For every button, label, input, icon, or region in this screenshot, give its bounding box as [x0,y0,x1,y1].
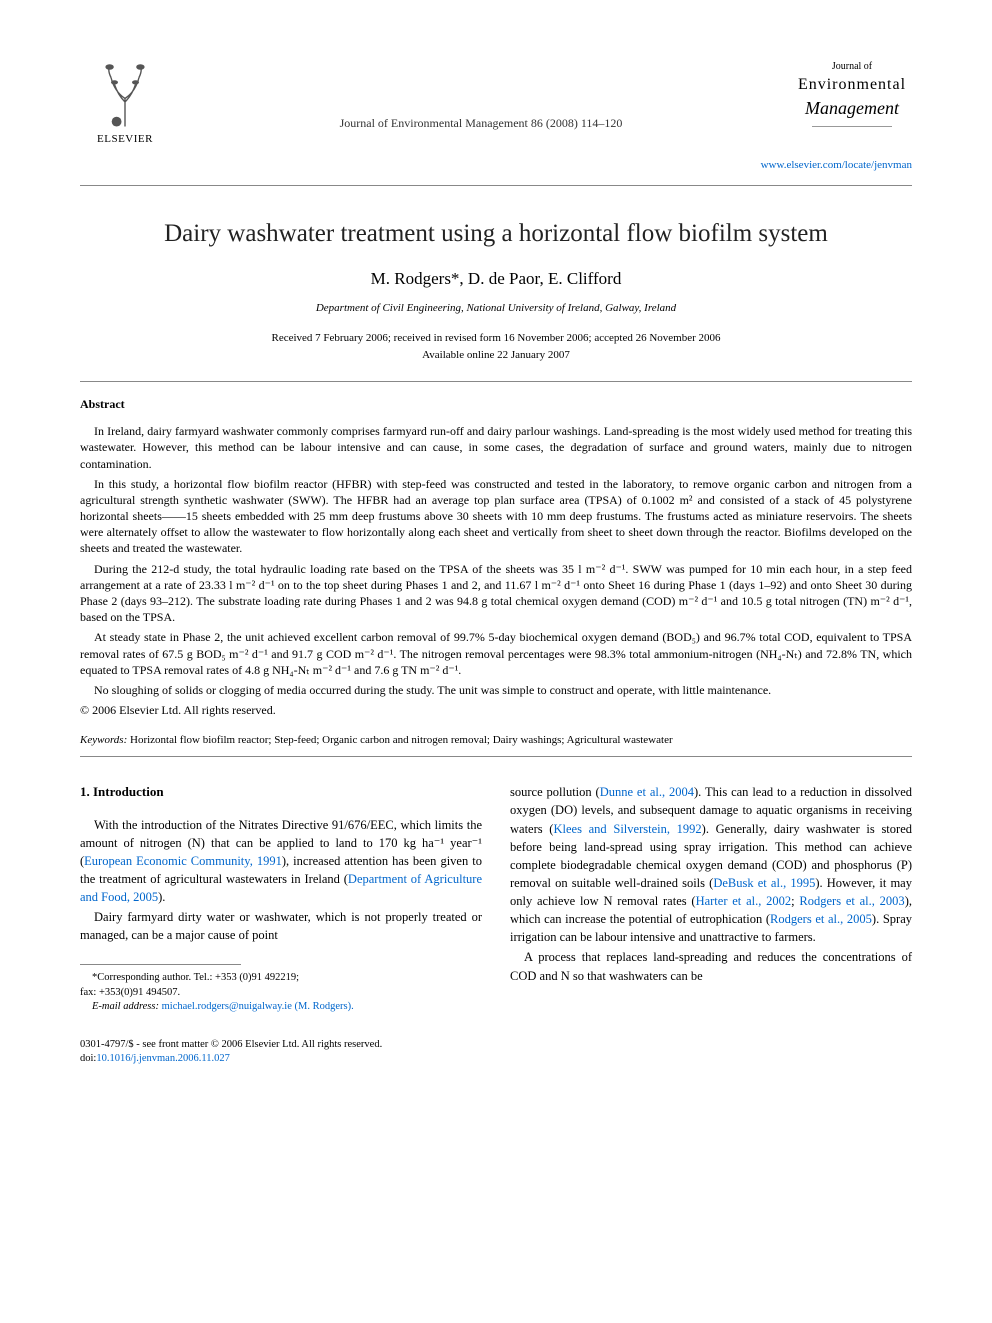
email-link[interactable]: michael.rodgers@nuigalway.ie (M. Rodgers… [159,1001,354,1012]
citation-link[interactable]: European Economic Community, 1991 [84,854,282,868]
journal-cover-box: Journal of Environmental Management [792,60,912,131]
intro-col2-p2: A process that replaces land-spreading a… [510,948,912,984]
left-column: 1. Introduction With the introduction of… [80,783,482,1014]
citation-link[interactable]: Dunne et al., 2004 [600,785,694,799]
abstract-p1: In Ireland, dairy farmyard washwater com… [80,423,912,472]
footnote-rule [80,964,241,965]
footer-front-matter: 0301-4797/$ - see front matter © 2006 El… [80,1038,912,1052]
intro-p1: With the introduction of the Nitrates Di… [80,816,482,907]
doi-link[interactable]: 10.1016/j.jenvman.2006.11.027 [96,1053,229,1064]
pre-abstract-rule [80,381,912,382]
article-authors: M. Rodgers*, D. de Paor, E. Clifford [80,267,912,291]
abstract-p3: During the 212-d study, the total hydrau… [80,561,912,626]
article-affiliation: Department of Civil Engineering, Nationa… [80,301,912,316]
abstract-p5: No sloughing of solids or clogging of me… [80,682,912,698]
article-title: Dairy washwater treatment using a horizo… [80,216,912,251]
footer-doi: doi:10.1016/j.jenvman.2006.11.027 [80,1052,912,1066]
intro-p2: Dairy farmyard dirty water or washwater,… [80,908,482,944]
journal-cover-divider [812,126,892,127]
elsevier-tree-icon [90,60,160,130]
abstract-body: In Ireland, dairy farmyard washwater com… [80,423,912,719]
right-column: source pollution (Dunne et al., 2004). T… [510,783,912,1014]
header-rule [80,185,912,186]
journal-cover-line2: Environmental [792,74,912,96]
keywords-label: Keywords: [80,734,127,746]
keywords-text: Horizontal flow biofilm reactor; Step-fe… [127,734,672,746]
footnote-email: E-mail address: michael.rodgers@nuigalwa… [80,1000,482,1014]
citation-link[interactable]: Rodgers et al., 2005 [770,912,872,926]
journal-reference: Journal of Environmental Management 86 (… [170,60,792,132]
publisher-logo: ELSEVIER [80,60,170,150]
footnote-tel: *Corresponding author. Tel.: +353 (0)91 … [80,971,482,985]
journal-cover-line1: Journal of [792,60,912,74]
keywords-line: Keywords: Horizontal flow biofilm reacto… [80,733,912,748]
citation-link[interactable]: DeBusk et al., 1995 [713,876,815,890]
article-received-dates: Received 7 February 2006; received in re… [80,331,912,346]
journal-homepage-link[interactable]: www.elsevier.com/locate/jenvman [80,158,912,173]
citation-link[interactable]: Klees and Silverstein, 1992 [553,822,701,836]
footnote-fax: fax: +353(0)91 494507. [80,986,482,1000]
body-columns: 1. Introduction With the introduction of… [80,783,912,1014]
abstract-heading: Abstract [80,396,912,413]
citation-link[interactable]: Harter et al., 2002 [696,894,792,908]
page-footer: 0301-4797/$ - see front matter © 2006 El… [80,1038,912,1066]
citation-link[interactable]: Rodgers et al., 2003 [799,894,904,908]
abstract-copyright: © 2006 Elsevier Ltd. All rights reserved… [80,702,912,719]
publisher-name: ELSEVIER [97,132,153,147]
intro-heading: 1. Introduction [80,783,482,801]
abstract-p4: At steady state in Phase 2, the unit ach… [80,629,912,678]
intro-col2-p1: source pollution (Dunne et al., 2004). T… [510,783,912,946]
corresponding-footnote: *Corresponding author. Tel.: +353 (0)91 … [80,971,482,1014]
post-keywords-rule [80,756,912,757]
header-row: ELSEVIER Journal of Environmental Manage… [80,60,912,150]
journal-cover-line3: Management [792,96,912,121]
article-available-date: Available online 22 January 2007 [80,348,912,363]
abstract-p2: In this study, a horizontal flow biofilm… [80,476,912,557]
